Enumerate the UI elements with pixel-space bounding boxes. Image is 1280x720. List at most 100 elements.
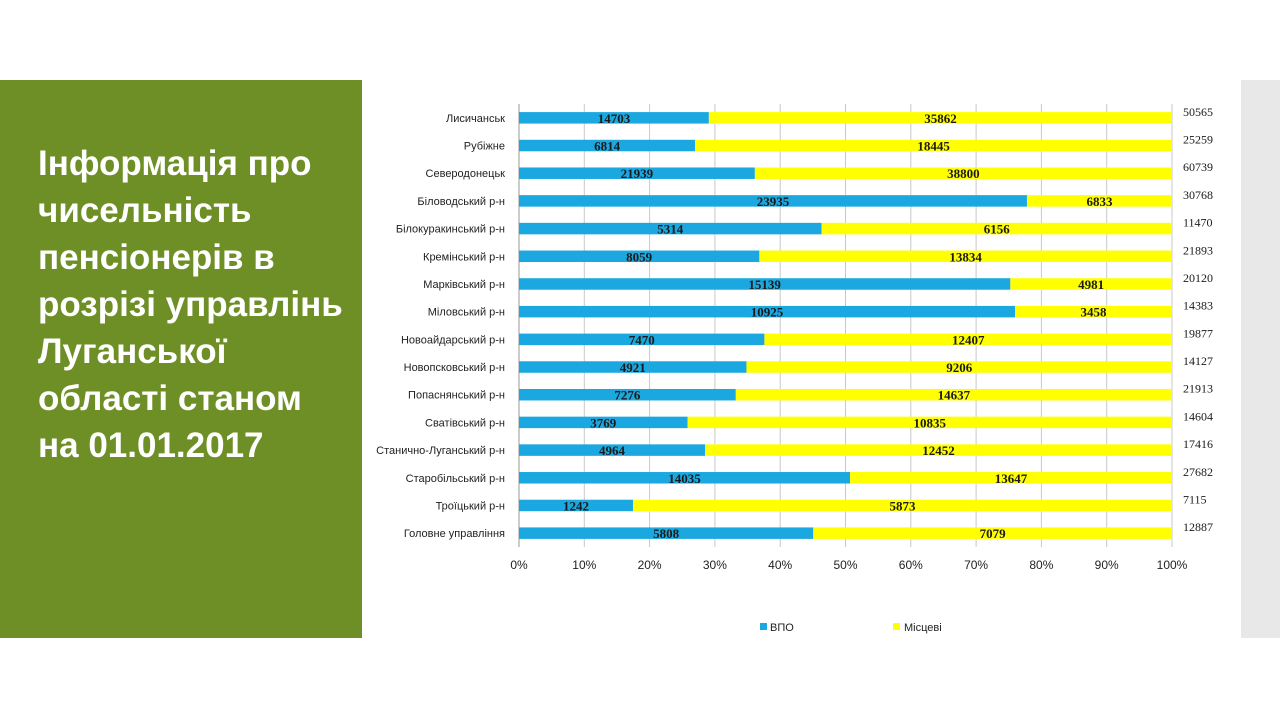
x-tick-label: 60% xyxy=(899,558,923,572)
bar-segment-local xyxy=(1026,195,1172,207)
total-label: 17416 xyxy=(1183,437,1213,451)
bar-segment-vpo xyxy=(519,222,822,235)
category-label: Станично-Луганський р-н xyxy=(376,445,505,457)
bar-segment-local xyxy=(746,361,1172,373)
bar-segment-local xyxy=(850,472,1172,484)
total-label: 14127 xyxy=(1183,354,1213,368)
total-label: 21913 xyxy=(1183,382,1213,396)
x-tick-label: 90% xyxy=(1095,558,1119,572)
bar-segment-local xyxy=(705,444,1172,456)
value-label-vpo: 6814 xyxy=(594,139,621,154)
value-label-vpo: 14035 xyxy=(668,471,701,486)
bar-segment-vpo xyxy=(519,139,696,152)
x-tick-label: 50% xyxy=(833,558,857,572)
total-label: 20120 xyxy=(1183,271,1213,285)
category-label: Марківський р-н xyxy=(423,279,505,291)
category-label: Лисичанськ xyxy=(446,113,505,125)
value-label-local: 12407 xyxy=(952,332,985,347)
category-label: Северодонецьк xyxy=(426,168,506,180)
value-label-local: 35862 xyxy=(924,111,957,126)
total-label: 21893 xyxy=(1183,243,1213,257)
value-label-vpo: 8059 xyxy=(626,249,653,264)
value-label-local: 9206 xyxy=(946,360,973,375)
x-tick-label: 30% xyxy=(703,558,727,572)
x-tick-label: 40% xyxy=(768,558,792,572)
legend-label-local: Місцеві xyxy=(904,622,942,634)
value-label-local: 13834 xyxy=(949,249,982,264)
total-label: 27682 xyxy=(1183,465,1213,479)
value-label-local: 4981 xyxy=(1078,277,1104,292)
category-label: Біловодський р-н xyxy=(417,196,505,208)
value-label-local: 12452 xyxy=(922,443,955,458)
legend-swatch-local xyxy=(893,623,900,630)
total-label: 11470 xyxy=(1183,216,1213,230)
bar-segment-local xyxy=(735,388,1172,401)
category-label: Троїцький р-н xyxy=(436,500,505,512)
value-label-vpo: 21939 xyxy=(621,166,654,181)
total-label: 14604 xyxy=(1183,409,1213,423)
bar-segment-vpo xyxy=(519,499,633,512)
category-label: Новопсковський р-н xyxy=(404,362,505,374)
value-label-vpo: 4921 xyxy=(620,360,646,375)
bar-segment-vpo xyxy=(519,361,747,373)
value-label-vpo: 10925 xyxy=(751,305,784,320)
total-label: 19877 xyxy=(1183,326,1213,340)
bar-segment-vpo xyxy=(519,472,851,484)
bar-segment-vpo xyxy=(519,333,765,346)
bar-segment-vpo xyxy=(519,416,688,429)
value-label-local: 14637 xyxy=(938,388,971,403)
value-label-vpo: 5314 xyxy=(657,222,684,237)
bar-segment-local xyxy=(695,139,1172,152)
x-tick-label: 10% xyxy=(572,558,596,572)
category-label: Білокуракинський р-н xyxy=(396,224,505,236)
bar-segment-vpo xyxy=(519,250,760,263)
value-label-vpo: 7470 xyxy=(629,332,655,347)
bar-segment-local xyxy=(813,527,1172,539)
value-label-vpo: 3769 xyxy=(590,415,617,430)
total-label: 25259 xyxy=(1183,133,1213,147)
bar-segment-vpo xyxy=(519,195,1027,207)
value-label-local: 38800 xyxy=(947,166,980,181)
chart-labels: 0% 10% 20% 30% 40% 50% 60% 70% 80% 90% 100% Лисичан… xyxy=(376,105,1213,572)
x-tick-label: 100% xyxy=(1157,558,1188,572)
legend-swatch-vpo xyxy=(760,623,767,630)
category-label: Міловський р-н xyxy=(428,307,505,319)
x-tick-label: 0% xyxy=(510,558,528,572)
x-tick-label: 20% xyxy=(638,558,662,572)
bar-segment-local xyxy=(759,250,1172,263)
total-label: 7115 xyxy=(1183,492,1207,506)
category-label: Рубіжне xyxy=(464,141,505,153)
legend-label-vpo: ВПО xyxy=(770,622,794,634)
value-label-vpo: 5808 xyxy=(653,526,680,541)
value-label-vpo: 4964 xyxy=(599,443,626,458)
value-label-vpo: 15139 xyxy=(748,277,781,292)
bar-segment-vpo xyxy=(519,388,736,401)
total-label: 14383 xyxy=(1183,299,1213,313)
slide-title: Інформація про чисельність пенсіонерів в… xyxy=(38,144,343,465)
value-label-local: 5873 xyxy=(889,498,916,513)
total-label: 60739 xyxy=(1183,160,1213,174)
bar-segment-vpo xyxy=(519,444,706,456)
total-label: 30768 xyxy=(1183,188,1213,202)
value-label-vpo: 1242 xyxy=(563,498,589,513)
value-label-local: 13647 xyxy=(995,471,1028,486)
bar-segment-vpo xyxy=(519,278,1011,290)
bar-segment-local xyxy=(764,333,1172,346)
bar-segment-local xyxy=(754,167,1172,179)
chart-legend: ВПО Місцеві xyxy=(760,622,942,634)
value-label-vpo: 7276 xyxy=(614,388,641,403)
category-label: Кремінський р-н xyxy=(423,251,505,263)
total-label: 50565 xyxy=(1183,105,1213,119)
value-label-local: 18445 xyxy=(917,139,950,154)
category-label: Сватівський р-н xyxy=(425,417,505,429)
bar-segment-vpo xyxy=(519,112,709,124)
bar-segment-local xyxy=(687,416,1172,429)
x-tick-label: 70% xyxy=(964,558,988,572)
bar-segment-vpo xyxy=(519,527,814,539)
total-label: 12887 xyxy=(1183,520,1213,534)
x-tick-label: 80% xyxy=(1029,558,1053,572)
bar-segment-vpo xyxy=(519,305,1016,318)
value-label-vpo: 14703 xyxy=(598,111,631,126)
bar-segment-local xyxy=(708,112,1172,124)
